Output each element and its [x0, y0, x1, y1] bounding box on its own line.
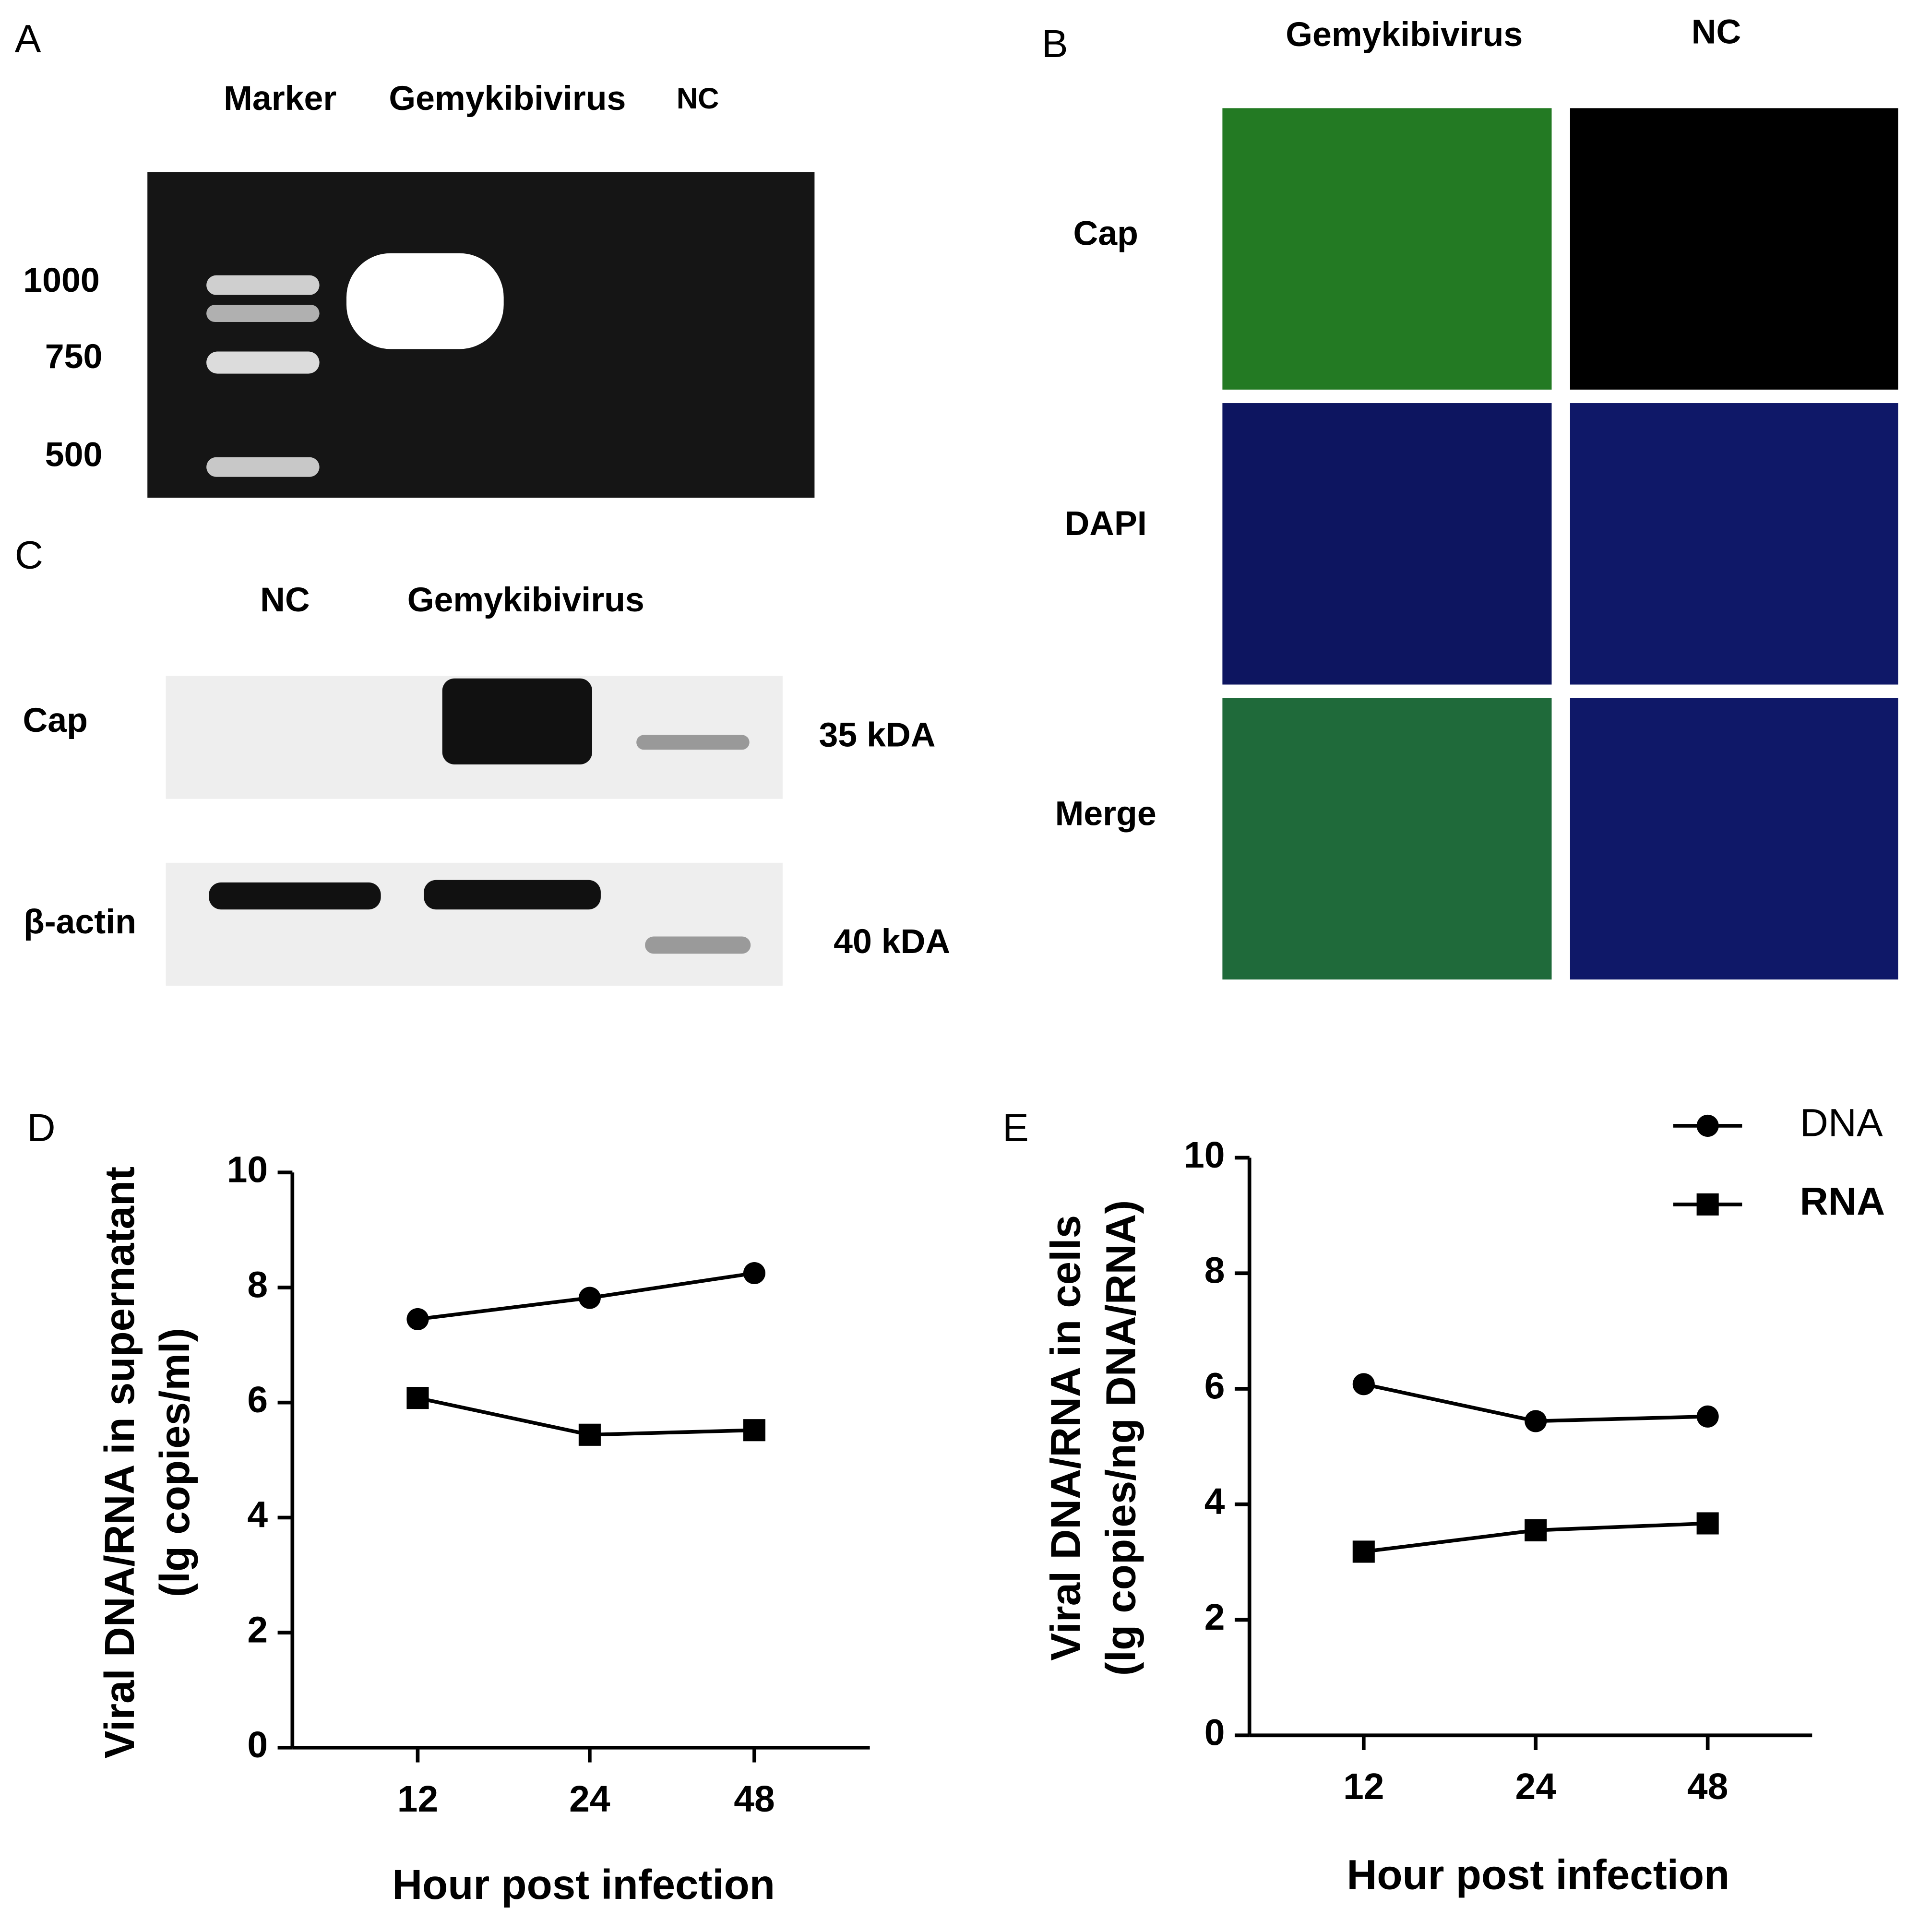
lane-label: Gemykibivirus: [389, 79, 626, 118]
x-tick-label: 48: [734, 1778, 775, 1820]
marker: [1696, 1114, 1719, 1137]
row-label: Cap: [23, 701, 88, 739]
ladder-band: [206, 305, 320, 322]
legend-label: RNA: [1800, 1180, 1885, 1223]
marker: [578, 1287, 601, 1309]
marker: [1352, 1540, 1375, 1563]
marker: [1525, 1519, 1547, 1541]
micrograph: [1222, 108, 1552, 390]
marker: [406, 1387, 429, 1409]
y-tick-label: 10: [227, 1149, 268, 1191]
row-label: Cap: [1073, 215, 1138, 253]
marker: [1696, 1193, 1719, 1216]
y-tick-label: 8: [247, 1264, 268, 1305]
y-tick-label: 4: [247, 1494, 268, 1536]
x-tick-label: 12: [1343, 1766, 1384, 1807]
legend-label: DNA: [1800, 1101, 1883, 1145]
y-tick-label: 0: [247, 1724, 268, 1765]
blot-band: [424, 880, 601, 910]
x-tick-label: 12: [397, 1778, 438, 1820]
y-axis-title: Viral DNA/RNA in cells: [1042, 1215, 1089, 1661]
marker: [1352, 1373, 1375, 1395]
y-tick-label: 0: [1204, 1712, 1225, 1753]
marker: [578, 1423, 601, 1446]
panel-label: A: [15, 17, 41, 61]
row-label: Merge: [1055, 794, 1156, 833]
ladder-band: [206, 351, 320, 374]
panel-label: B: [1042, 22, 1068, 66]
ladder-band: [206, 275, 320, 295]
lane-label: NC: [260, 581, 310, 619]
weight-label: 35 kDA: [819, 716, 935, 754]
lane-label: NC: [677, 82, 719, 115]
micrograph: [1570, 698, 1898, 980]
panel-label: D: [27, 1106, 55, 1150]
lane-label: Marker: [224, 79, 336, 118]
x-tick-label: 24: [1515, 1766, 1557, 1807]
micrograph: [1222, 403, 1552, 685]
y-tick-label: 4: [1204, 1481, 1225, 1522]
marker: [743, 1262, 765, 1285]
column-label: NC: [1692, 13, 1741, 51]
y-axis-title: (lg copies/ng DNA/RNA): [1098, 1200, 1144, 1676]
weight-label: 40 kDA: [834, 922, 950, 961]
x-axis-title: Hour post infection: [1347, 1851, 1729, 1898]
y-tick-label: 2: [247, 1609, 268, 1650]
size-label: 750: [45, 337, 103, 376]
panel-label: E: [1002, 1106, 1029, 1150]
x-tick-label: 48: [1687, 1766, 1728, 1807]
blot-band: [636, 735, 750, 750]
blot-band: [442, 678, 593, 764]
y-tick-label: 6: [1204, 1365, 1225, 1407]
micrograph: [1222, 698, 1552, 980]
y-axis-title: Viral DNA/RNA in supernatant: [96, 1167, 143, 1759]
lane-label: Gemykibivirus: [407, 581, 644, 619]
y-tick-label: 2: [1204, 1597, 1225, 1638]
marker: [406, 1308, 429, 1330]
y-tick-label: 6: [247, 1379, 268, 1420]
row-label: β-actin: [24, 903, 136, 941]
x-tick-label: 24: [569, 1778, 610, 1820]
gel-band: [346, 253, 504, 349]
micrograph: [1570, 108, 1898, 390]
marker: [743, 1419, 765, 1442]
ladder-band: [206, 457, 320, 477]
marker: [1525, 1410, 1547, 1432]
row-label: DAPI: [1065, 504, 1147, 543]
column-label: Gemykibivirus: [1286, 15, 1523, 54]
blot-band: [209, 882, 381, 910]
marker: [1696, 1405, 1719, 1428]
size-label: 500: [45, 436, 103, 474]
panel-label: C: [15, 533, 43, 577]
size-label: 1000: [23, 261, 99, 299]
y-tick-label: 10: [1184, 1134, 1225, 1176]
micrograph: [1570, 403, 1898, 685]
y-tick-label: 8: [1204, 1250, 1225, 1291]
blot-band: [645, 936, 751, 954]
x-axis-title: Hour post infection: [392, 1861, 775, 1908]
marker: [1696, 1512, 1719, 1535]
y-axis-title: (lg copies/ml): [152, 1328, 198, 1597]
